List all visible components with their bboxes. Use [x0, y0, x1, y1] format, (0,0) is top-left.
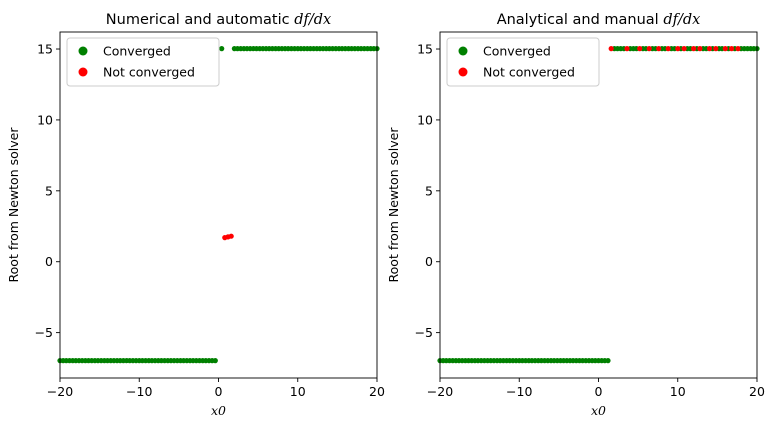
- legend-box: [446, 37, 600, 87]
- legend-marker: [458, 46, 468, 56]
- chart-title-math: df/dx: [663, 12, 700, 28]
- point-marker: [729, 46, 735, 52]
- right-chart-panel: −20 −10 0 10 20 −5 0 5 10 15 x0 Root from Newton so…: [386, 12, 765, 418]
- point-marker: [735, 46, 741, 52]
- y-axis-label: Root from Newton solver: [386, 127, 401, 283]
- legend-box: [66, 37, 220, 87]
- point-marker: [675, 46, 681, 52]
- chart-title: Numerical and automatic df/dx: [106, 12, 331, 28]
- y-tick-label: 10: [417, 112, 433, 127]
- y-axis-label: Root from Newton solver: [6, 127, 21, 283]
- series-converged: [57, 46, 380, 364]
- point-marker: [713, 46, 719, 52]
- x-tick-label: 20: [369, 384, 385, 399]
- x-tick-label: −20: [427, 384, 453, 399]
- y-tick-label: −5: [415, 325, 433, 340]
- x-tick-label: 10: [290, 384, 306, 399]
- series-not-converged: [222, 233, 234, 241]
- x-tick-label: 0: [595, 384, 603, 399]
- data-points: [437, 46, 760, 364]
- legend-marker: [78, 67, 88, 77]
- y-tick-label: −5: [35, 325, 53, 340]
- legend-label: Not converged: [483, 65, 575, 80]
- y-tick-label: 0: [425, 254, 433, 269]
- x-axis-label: x0: [211, 403, 226, 418]
- point-marker: [605, 358, 611, 364]
- y-tick-label: 5: [45, 183, 53, 198]
- point-marker: [212, 358, 218, 364]
- chart-title-text: Analytical and manual: [497, 12, 664, 28]
- left-chart-panel: −20 −10 0 10 20 −5 0 5 10 15 x0 Root from Newton so…: [6, 12, 385, 418]
- y-tick-label: 15: [417, 42, 433, 57]
- series-not-converged: [608, 46, 741, 52]
- legend-marker: [458, 67, 468, 77]
- point-marker: [228, 233, 234, 239]
- x-tick-label: 20: [749, 384, 765, 399]
- legend: Converged Not converged: [66, 37, 220, 87]
- y-tick-label: 0: [45, 254, 53, 269]
- data-points: [57, 46, 380, 364]
- point-marker: [706, 46, 713, 52]
- x-axis-label: x0: [591, 403, 606, 418]
- x-tick-label: −10: [506, 384, 532, 399]
- chart-title-text: Numerical and automatic: [106, 12, 294, 28]
- x-tick-label: 10: [670, 384, 686, 399]
- point-marker: [697, 46, 703, 52]
- point-marker: [681, 46, 687, 52]
- series-converged: [437, 46, 760, 364]
- point-marker: [219, 46, 225, 52]
- point-marker: [656, 46, 662, 52]
- y-tick-label: 15: [37, 42, 53, 57]
- legend-label: Not converged: [103, 65, 195, 80]
- chart-title: Analytical and manual df/dx: [497, 12, 701, 28]
- x-tick-label: −20: [47, 384, 73, 399]
- legend-marker: [78, 46, 88, 56]
- legend-label: Converged: [103, 44, 171, 59]
- legend-label: Converged: [483, 44, 551, 59]
- legend: Converged Not converged: [446, 37, 600, 87]
- point-marker: [722, 46, 728, 52]
- x-tick-label: 0: [215, 384, 223, 399]
- point-marker: [624, 46, 630, 52]
- point-marker: [646, 46, 652, 52]
- point-marker: [608, 46, 614, 52]
- point-marker: [665, 46, 671, 52]
- x-tick-label: −10: [126, 384, 152, 399]
- point-marker: [637, 46, 643, 52]
- y-tick-label: 5: [425, 183, 433, 198]
- chart-title-math: df/dx: [294, 12, 331, 28]
- y-tick-label: 10: [37, 112, 53, 127]
- point-marker: [691, 46, 697, 52]
